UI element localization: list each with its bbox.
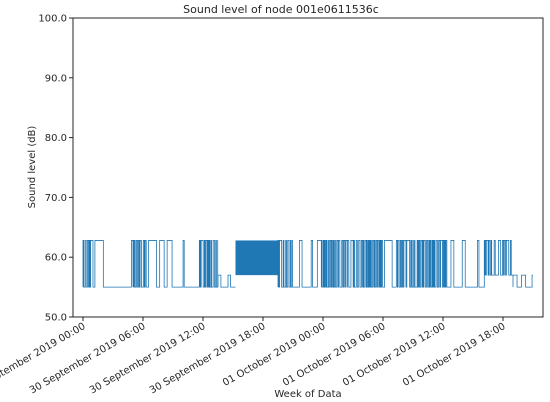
- y-tick-label: 50.0: [45, 313, 67, 324]
- series-line: [395, 240, 448, 288]
- series-line: [320, 240, 384, 288]
- series-line: [293, 240, 322, 288]
- y-axis: 50.0 60.0 70.0 80.0 90.0 100.0: [38, 14, 73, 324]
- series-line: [512, 274, 533, 288]
- y-tick-label: 60.0: [45, 253, 67, 264]
- y-axis-label: Sound level (dB): [27, 126, 38, 209]
- y-tick-label: 100.0: [38, 14, 67, 25]
- series-line: [217, 274, 236, 288]
- y-tick-label: 70.0: [45, 193, 67, 204]
- series-line: [277, 240, 293, 288]
- plot-area: [72, 17, 544, 318]
- series-line: [132, 240, 147, 288]
- x-axis-label: Week of Data: [274, 389, 341, 400]
- series-line: [146, 240, 200, 288]
- plot-frame: [72, 17, 544, 318]
- y-tick-label: 90.0: [45, 73, 67, 84]
- chart-title: Sound level of node 001e0611536c: [183, 3, 379, 16]
- series-trace: [82, 240, 533, 288]
- series-line: [484, 240, 513, 276]
- y-tick-label: 80.0: [45, 133, 67, 144]
- series-layer: [82, 240, 533, 288]
- series-line: [93, 240, 133, 288]
- series-line: [82, 240, 94, 288]
- series-line: [199, 240, 219, 288]
- series-line: [448, 240, 485, 288]
- series-line: [383, 240, 397, 288]
- series-band: [235, 240, 278, 276]
